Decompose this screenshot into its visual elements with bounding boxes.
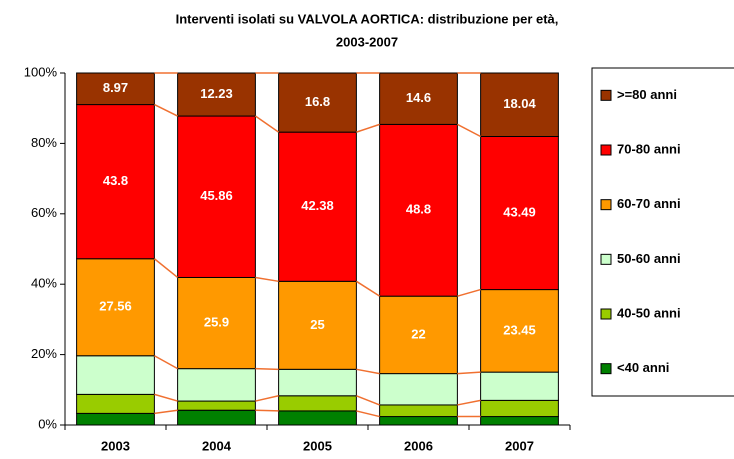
legend-swatch [600, 363, 612, 375]
legend-label: <40 anni [617, 360, 669, 375]
series-connector [457, 288, 481, 297]
data-label: 23.45 [503, 322, 536, 337]
series-connector [255, 395, 279, 402]
bar-segment [278, 131, 357, 282]
series-connector [457, 123, 481, 138]
data-label: 18.04 [503, 96, 536, 111]
chart-title: Interventi isolati su VALVOLA AORTICA: d… [176, 11, 559, 26]
bar-segment [278, 410, 357, 426]
bar-segment [177, 409, 256, 426]
data-label: 27.56 [99, 299, 132, 314]
x-tick-label: 2004 [202, 438, 232, 453]
data-label: 25.9 [204, 314, 229, 329]
bar-segment [278, 395, 357, 412]
bar-segment [76, 393, 155, 414]
bar-segment [76, 412, 155, 426]
bar-segment [480, 416, 559, 426]
data-label: 48.8 [406, 202, 431, 217]
legend-label: 60-70 anni [617, 196, 681, 211]
bar-segment [379, 404, 458, 418]
legend-swatch [600, 144, 612, 156]
legend-swatch [600, 308, 612, 320]
legend-label: 50-60 anni [617, 251, 681, 266]
y-tick-label: 20% [31, 346, 57, 361]
bar-segment [177, 115, 256, 278]
y-tick-label: 0% [38, 416, 57, 431]
series-connector [356, 395, 380, 406]
bar-segment [76, 72, 155, 106]
data-label: 43.8 [103, 173, 128, 188]
y-tick-label: 80% [31, 135, 57, 150]
data-label: 22 [411, 326, 425, 341]
data-label: 8.97 [103, 80, 128, 95]
series-connector [355, 280, 381, 297]
data-label: 12.23 [200, 86, 233, 101]
legend-swatch [600, 89, 612, 101]
legend-swatch [600, 199, 612, 211]
bar-segment [278, 72, 357, 133]
series-connector [457, 399, 481, 406]
series-connector [154, 103, 178, 117]
bar-segment [177, 276, 256, 370]
legend-label: 70-80 anni [617, 141, 681, 156]
x-tick-label: 2005 [303, 438, 332, 453]
series-connector [255, 409, 279, 412]
y-tick-label: 60% [31, 205, 57, 220]
y-tick-label: 40% [31, 276, 57, 291]
bar-segment [379, 373, 458, 406]
bar-segment [76, 355, 155, 395]
x-tick-label: 2007 [505, 438, 534, 453]
bar-segment [480, 136, 559, 291]
series-connector [356, 368, 380, 375]
bar-segment [278, 280, 357, 370]
data-label: 16.8 [305, 94, 330, 109]
bar-segment [177, 368, 256, 402]
series-connector [356, 410, 380, 418]
y-tick-label: 100% [24, 64, 58, 79]
series-connector [154, 393, 178, 402]
bar-segment [480, 399, 559, 418]
bar-segment [177, 72, 256, 117]
data-label: 14.6 [406, 90, 431, 105]
data-label: 25 [310, 317, 324, 332]
bar-segment [480, 289, 559, 373]
legend-swatch [600, 253, 612, 265]
bar-segment [480, 371, 559, 401]
series-connector [254, 115, 280, 133]
x-tick-label: 2003 [101, 438, 130, 453]
bar-segment [76, 258, 155, 357]
data-label: 45.86 [200, 188, 233, 203]
data-label: 43.49 [503, 204, 536, 219]
series-connector [356, 123, 380, 133]
chart-title: 2003-2007 [336, 34, 398, 49]
bar-segment [278, 368, 357, 397]
bar-segment [76, 104, 155, 260]
series-connector [255, 276, 279, 283]
series-connector [154, 409, 178, 415]
bar-segment [379, 416, 458, 426]
bar-segment [379, 72, 458, 125]
data-label: 42.38 [301, 198, 334, 213]
legend-box [591, 67, 734, 397]
legend-label: >=80 anni [617, 87, 677, 102]
x-tick-label: 2006 [404, 438, 433, 453]
bar-segment [379, 123, 458, 297]
series-connector [154, 355, 178, 370]
series-connector [153, 258, 179, 279]
bar-segment [177, 400, 256, 411]
bar-segment [480, 72, 559, 138]
legend-label: 40-50 anni [617, 305, 681, 320]
series-connector [255, 367, 279, 371]
series-connector [457, 371, 481, 375]
